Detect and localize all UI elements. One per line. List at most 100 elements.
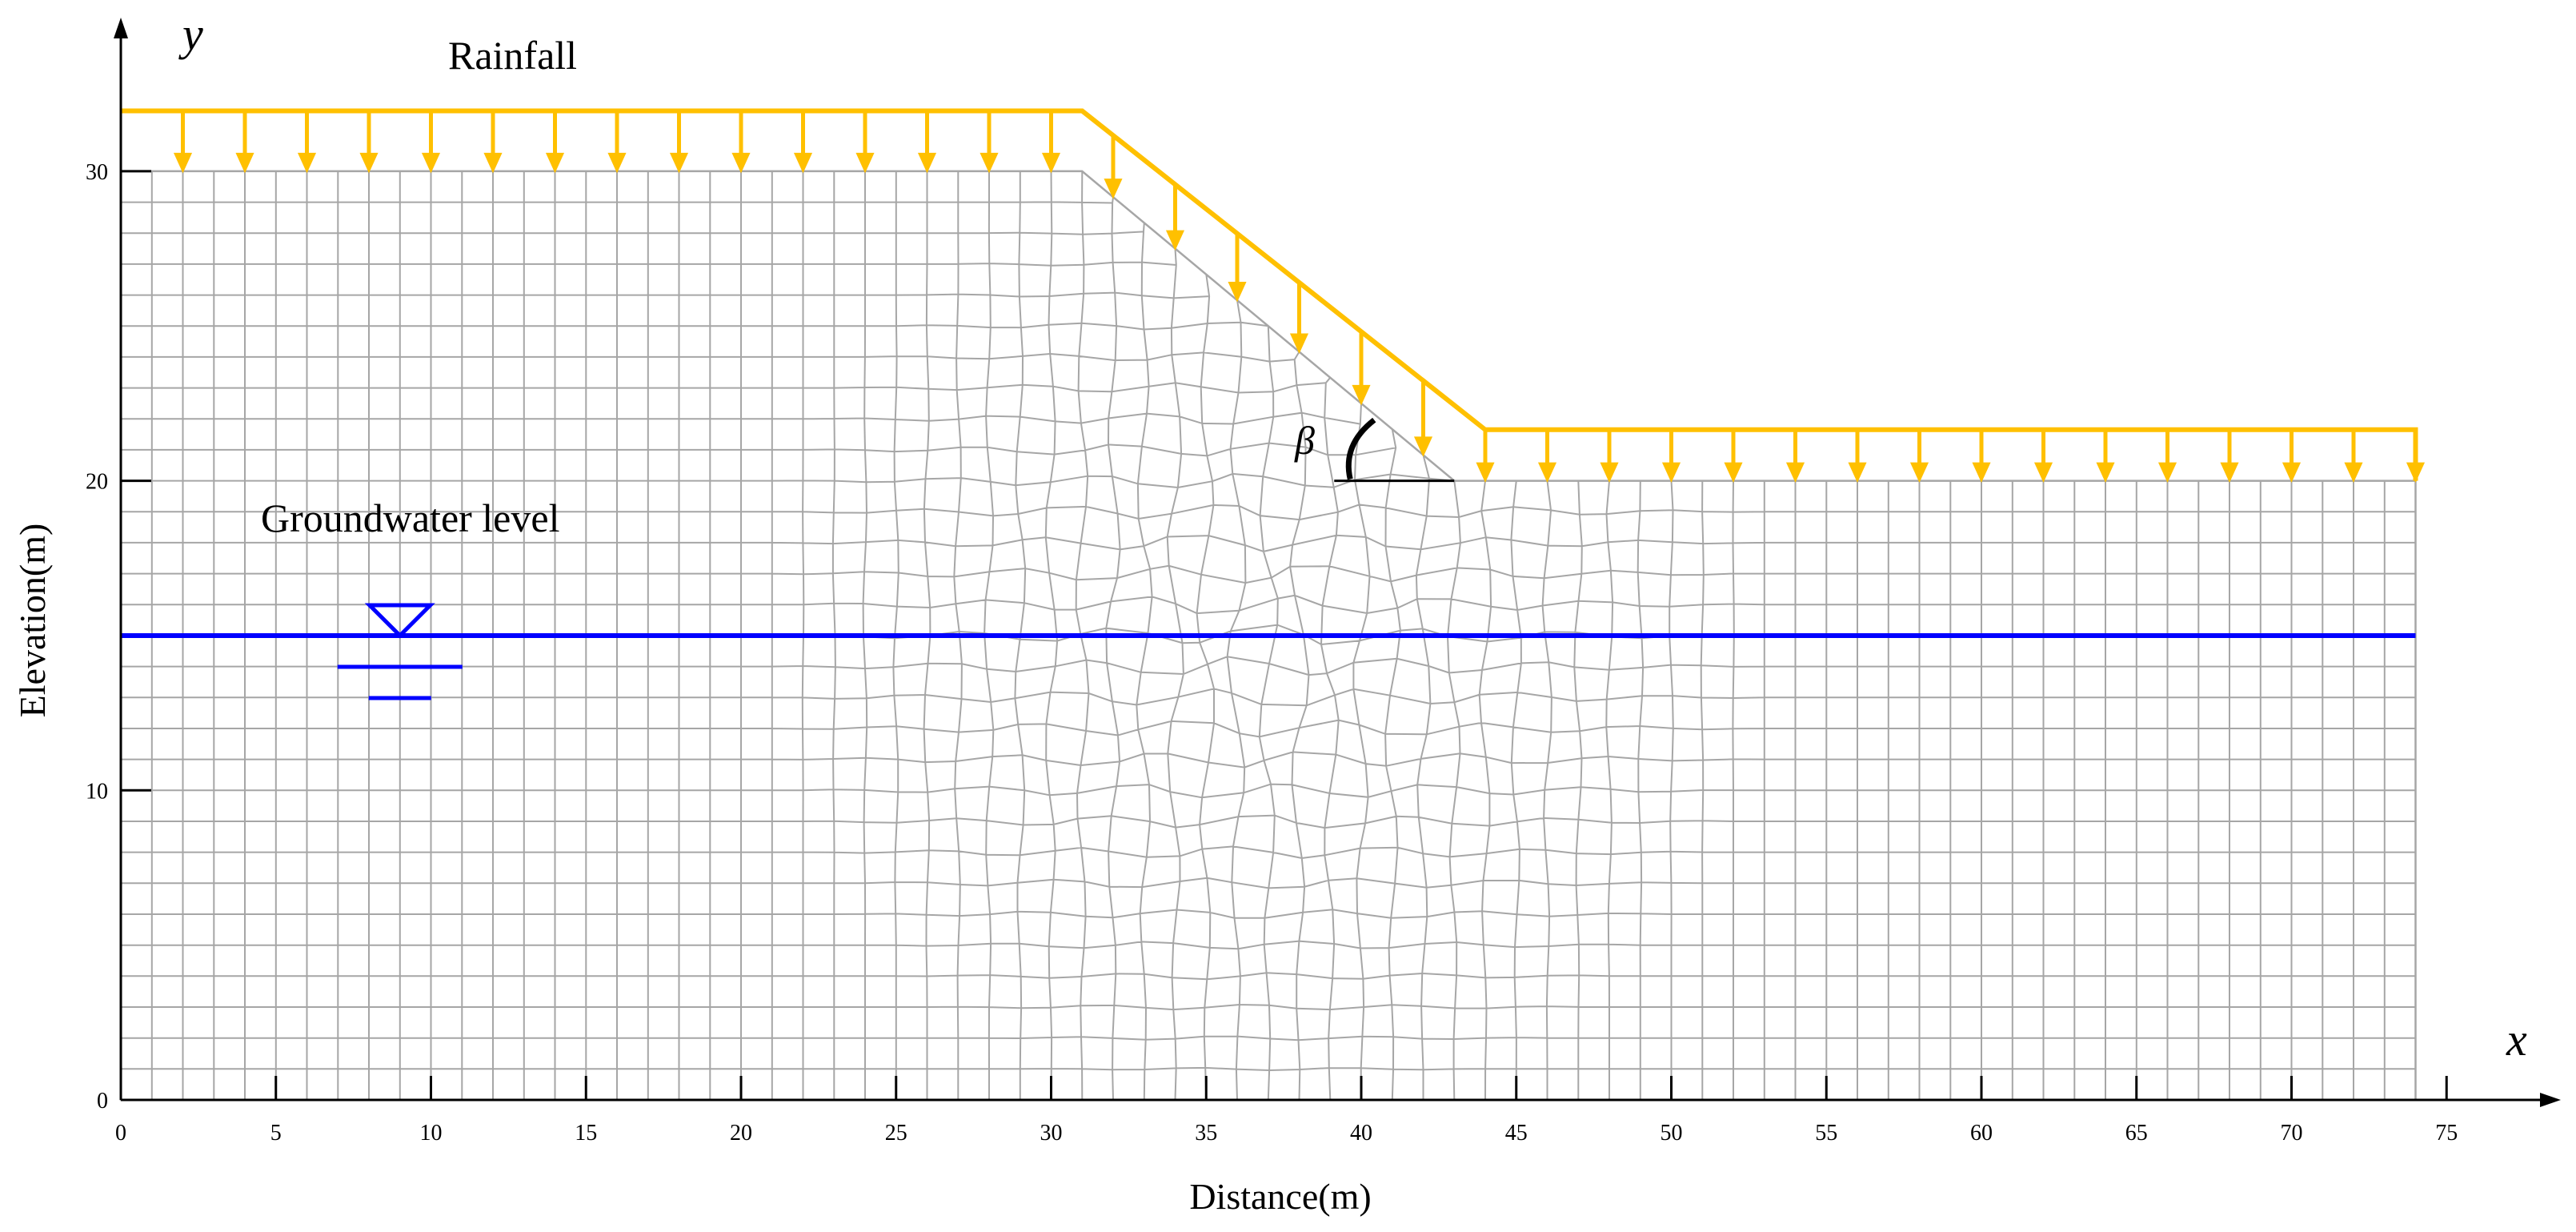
rainfall-arrow-head bbox=[1724, 462, 1743, 484]
rainfall-arrow-head bbox=[2406, 462, 2426, 484]
y-tick-label: 0 bbox=[97, 1089, 108, 1114]
x-tick-label: 45 bbox=[1505, 1121, 1528, 1146]
water-table-triangle-icon bbox=[364, 603, 435, 639]
rainfall-arrow-head bbox=[2157, 462, 2177, 484]
rainfall-arrow bbox=[483, 110, 503, 174]
rainfall-arrow-head bbox=[359, 152, 379, 174]
rainfall-arrow-head bbox=[1848, 462, 1867, 484]
rainfall-arrow bbox=[2282, 429, 2302, 484]
y-tick-label: 10 bbox=[86, 779, 108, 804]
rainfall-arrow-head bbox=[1972, 462, 1991, 484]
y-axis-arrow-icon bbox=[114, 18, 128, 38]
rainfall-arrow bbox=[855, 110, 875, 174]
rainfall-arrow-head bbox=[173, 152, 193, 174]
rainfall-arrow bbox=[1661, 429, 1681, 484]
slope-angle-label: β bbox=[1294, 418, 1315, 463]
x-tick-label: 65 bbox=[2125, 1121, 2148, 1146]
rainfall-arrow bbox=[2157, 429, 2177, 484]
rainfall-arrow bbox=[793, 110, 813, 174]
rainfall-arrow bbox=[235, 110, 254, 174]
rainfall-arrow-head bbox=[235, 152, 254, 174]
rainfall-arrow-head bbox=[1785, 462, 1805, 484]
rainfall-arrow bbox=[1041, 110, 1061, 174]
x-tick-label: 15 bbox=[575, 1121, 597, 1146]
x-tick-label: 10 bbox=[420, 1121, 443, 1146]
rainfall-arrow-head bbox=[1661, 462, 1681, 484]
rainfall-arrow-head bbox=[545, 152, 565, 174]
y-tick-label: 20 bbox=[86, 470, 108, 495]
x-tick-label: 75 bbox=[2435, 1121, 2458, 1146]
rainfall-arrow bbox=[1413, 380, 1433, 457]
rainfall-arrow bbox=[669, 110, 689, 174]
y-tick-label: 30 bbox=[86, 160, 108, 185]
rainfall-arrow-head bbox=[793, 152, 813, 174]
rainfall-arrow bbox=[1537, 429, 1557, 484]
x-tick-label: 20 bbox=[730, 1121, 752, 1146]
rainfall-arrow-head bbox=[731, 152, 751, 174]
rainfall-arrow-head bbox=[1413, 436, 1433, 457]
slope-angle-marker bbox=[1334, 417, 1455, 483]
x-tick-label: 35 bbox=[1195, 1121, 1217, 1146]
rainfall-arrow-head bbox=[1041, 152, 1061, 174]
rainfall-label: Rainfall bbox=[448, 33, 577, 78]
rainfall-arrow bbox=[607, 110, 627, 174]
rainfall-arrow bbox=[1165, 184, 1185, 251]
rainfall-arrow-head bbox=[2096, 462, 2115, 484]
axes: 0 5 10 15 20 25 30 35 40 45 50 55 60 65 70 75 0 10 20 30 bbox=[86, 18, 2561, 1146]
x-tick-label: 40 bbox=[1350, 1121, 1372, 1146]
rainfall-arrow-head bbox=[1352, 384, 1371, 406]
rainfall-arrow bbox=[173, 110, 193, 174]
x-tick-label: 25 bbox=[885, 1121, 907, 1146]
x-axis-letter: x bbox=[2506, 1013, 2527, 1065]
x-tick-label: 30 bbox=[1040, 1121, 1063, 1146]
x-axis-arrow-icon bbox=[2540, 1093, 2561, 1107]
rainfall-arrow bbox=[2220, 429, 2239, 484]
groundwater-level-line bbox=[121, 603, 2416, 700]
groundwater-label: Groundwater level bbox=[261, 496, 559, 540]
rainfall-arrow bbox=[2344, 429, 2363, 484]
rainfall-arrow bbox=[1228, 233, 1247, 303]
rainfall-arrow-head bbox=[483, 152, 503, 174]
x-axis-title: Distance(m) bbox=[1189, 1176, 1371, 1217]
rainfall-arrow bbox=[2033, 429, 2053, 484]
rainfall-arrow bbox=[1476, 429, 1495, 484]
rainfall-arrow bbox=[297, 110, 317, 174]
rainfall-arrow-head bbox=[1909, 462, 1929, 484]
rainfall-arrow bbox=[980, 110, 999, 174]
rainfall-arrow bbox=[1972, 429, 1991, 484]
rainfall-arrow bbox=[1289, 282, 1309, 354]
rainfall-arrow-head bbox=[1537, 462, 1557, 484]
rainfall-arrow bbox=[1600, 429, 1619, 484]
rainfall-arrow bbox=[359, 110, 379, 174]
rainfall-arrow-head bbox=[1600, 462, 1619, 484]
rainfall-arrow-head bbox=[2220, 462, 2239, 484]
rainfall-arrow bbox=[545, 110, 565, 174]
rainfall-arrow bbox=[1352, 331, 1371, 406]
rainfall-arrow-head bbox=[1165, 230, 1185, 251]
rainfall-arrow bbox=[421, 110, 441, 174]
x-tick-label: 0 bbox=[115, 1121, 126, 1146]
rainfall-arrow bbox=[1104, 135, 1123, 199]
rainfall-arrow-head bbox=[1228, 282, 1247, 303]
rainfall-arrow-head bbox=[855, 152, 875, 174]
rainfall-arrow-head bbox=[297, 152, 317, 174]
y-axis-letter: y bbox=[178, 8, 203, 60]
x-tick-label: 50 bbox=[1661, 1121, 1683, 1146]
x-tick-label: 60 bbox=[1970, 1121, 1993, 1146]
rainfall-arrow-head bbox=[2033, 462, 2053, 484]
rainfall-arrow bbox=[731, 110, 751, 174]
rainfall-arrow-head bbox=[2344, 462, 2363, 484]
rainfall-arrow bbox=[917, 110, 937, 174]
rainfall-arrow-head bbox=[980, 152, 999, 174]
x-tick-label: 5 bbox=[270, 1121, 282, 1146]
x-tick-label: 70 bbox=[2281, 1121, 2303, 1146]
slope-angle-arc bbox=[1345, 417, 1376, 480]
x-tick-label: 55 bbox=[1815, 1121, 1837, 1146]
rainfall-arrow-head bbox=[1289, 333, 1309, 354]
rainfall-arrow bbox=[1909, 429, 1929, 484]
rainfall-arrow bbox=[1785, 429, 1805, 484]
rainfall-arrow-head bbox=[917, 152, 937, 174]
rainfall-arrow-head bbox=[1104, 179, 1123, 199]
rainfall-arrow bbox=[1848, 429, 1867, 484]
